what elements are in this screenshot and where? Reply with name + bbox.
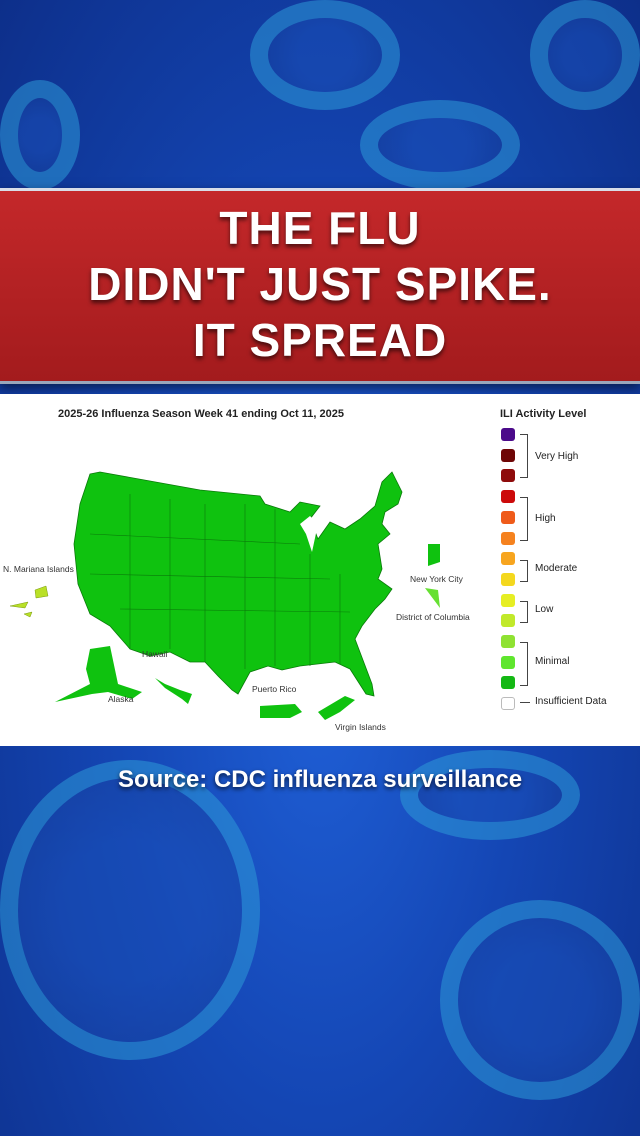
- legend-bracket: [520, 642, 528, 686]
- legend-swatch: [501, 448, 515, 462]
- legend-swatch: [501, 676, 515, 690]
- virus-background: [400, 750, 580, 840]
- legend-swatch: [501, 655, 515, 669]
- legend-bracket: [520, 560, 528, 582]
- label-puerto-rico: Puerto Rico: [252, 684, 297, 694]
- legend-moderate: Moderate: [535, 563, 578, 574]
- headline-line: THE FLU: [219, 202, 421, 254]
- virgin-islands: [318, 696, 355, 720]
- headline-line: DIDN'T JUST SPIKE.: [88, 258, 552, 310]
- headline-line: IT SPREAD: [192, 314, 448, 366]
- legend-minimal: Minimal: [535, 656, 570, 667]
- legend-swatch: [501, 428, 515, 441]
- michigan-lakes: [300, 516, 318, 552]
- puerto-rico: [260, 704, 302, 718]
- virus-background: [0, 760, 260, 1060]
- label-district-of-columbia: District of Columbia: [396, 612, 470, 622]
- legend-swatch: [501, 531, 515, 545]
- label-new-york-city: New York City: [410, 574, 463, 584]
- alaska: [55, 646, 142, 702]
- legend-swatch: [501, 697, 515, 711]
- legend-bracket: [520, 434, 528, 478]
- map-title: 2025-26 Influenza Season Week 41 ending …: [58, 408, 344, 420]
- label-hawaii: Hawaii: [142, 649, 168, 659]
- virus-background: [360, 100, 520, 190]
- dc: [425, 588, 440, 608]
- legend-swatch: [501, 572, 515, 586]
- virus-background: [0, 80, 80, 190]
- legend-bracket: [520, 601, 528, 623]
- state-boundaries: [89, 494, 351, 669]
- headline-banner: [0, 188, 640, 384]
- contiguous-us: [73, 471, 403, 697]
- flu-map-panel: 2025-26 Influenza Season Week 41 ending …: [0, 394, 640, 746]
- legend-title: ILI Activity Level: [500, 408, 587, 420]
- legend-swatch: [501, 490, 515, 504]
- legend-swatch: [501, 510, 515, 524]
- legend-swatch: [501, 469, 515, 483]
- label-virgin-islands: Virgin Islands: [335, 722, 386, 732]
- legend-high: High: [535, 513, 556, 524]
- source-caption: Source: CDC influenza surveillance: [117, 766, 523, 793]
- virus-background: [250, 0, 400, 110]
- legend-very-high: Very High: [535, 451, 579, 462]
- headline: THE FLU DIDN'T JUST SPIKE. IT SPREAD: [0, 200, 640, 368]
- legend-insufficient-data: Insufficient Data: [535, 696, 607, 707]
- label-n-mariana-islands: N. Mariana Islands: [3, 564, 74, 574]
- legend-dash: [520, 702, 530, 703]
- label-alaska: Alaska: [108, 694, 134, 704]
- legend-swatch: [501, 635, 515, 648]
- legend-swatch: [501, 552, 515, 566]
- legend-swatch: [501, 614, 515, 628]
- hawaii: [155, 678, 192, 704]
- virus-background: [440, 900, 640, 1100]
- legend-low: Low: [535, 604, 554, 615]
- legend-swatch: [501, 593, 515, 607]
- us-map: [9, 471, 440, 720]
- nyc: [428, 544, 440, 566]
- virus-background: [530, 0, 640, 110]
- legend-bracket: [520, 497, 528, 541]
- n-mariana-islands: [9, 585, 49, 618]
